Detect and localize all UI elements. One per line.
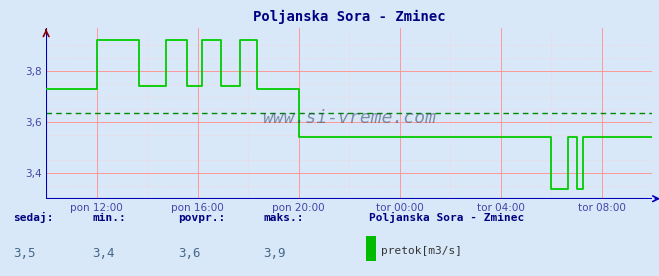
Text: 3,9: 3,9 [264,247,286,260]
Text: sedaj:: sedaj: [13,212,53,223]
Text: www.si-vreme.com: www.si-vreme.com [262,109,436,127]
Text: povpr.:: povpr.: [178,213,225,223]
Text: pretok[m3/s]: pretok[m3/s] [381,246,462,256]
Title: Poljanska Sora - Zminec: Poljanska Sora - Zminec [253,9,445,24]
Text: min.:: min.: [92,213,126,223]
Text: 3,4: 3,4 [92,247,115,260]
Text: 3,6: 3,6 [178,247,200,260]
Text: maks.:: maks.: [264,213,304,223]
Text: Poljanska Sora - Zminec: Poljanska Sora - Zminec [369,212,525,223]
Text: 3,5: 3,5 [13,247,36,260]
